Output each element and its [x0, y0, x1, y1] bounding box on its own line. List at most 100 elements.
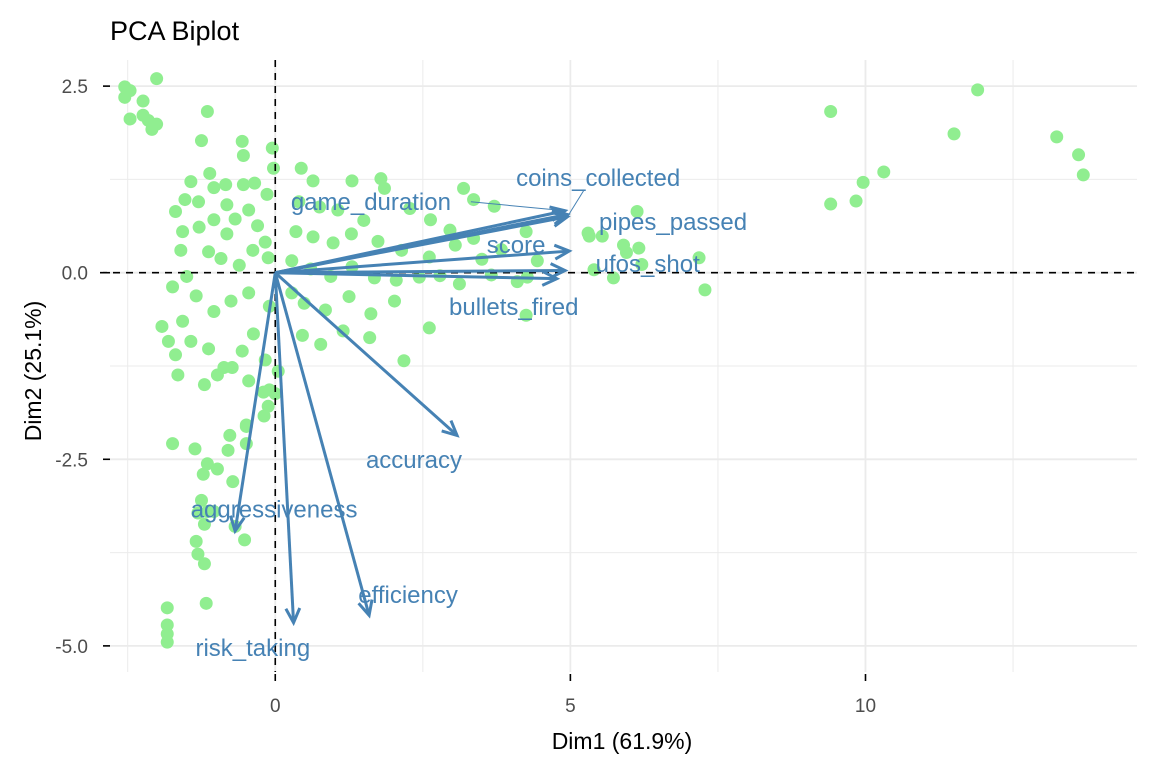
individual-point — [207, 181, 221, 195]
y-tick-label: 0.0 — [62, 264, 88, 285]
arrowhead-aggressiveness — [229, 515, 246, 535]
individual-point — [189, 289, 203, 303]
individual-point — [824, 104, 838, 118]
y-tick-label: -5.0 — [55, 637, 88, 658]
individual-point — [184, 334, 198, 348]
individual-point — [294, 161, 308, 175]
individual-point — [313, 200, 327, 214]
x-axis: 0 5 10 — [270, 674, 876, 717]
individual-point — [423, 213, 437, 227]
variable-arrow-bullets_fired — [275, 271, 557, 281]
individual-point — [261, 399, 275, 413]
individual-point — [242, 374, 256, 388]
variable-arrow-pipes_passed — [274, 213, 568, 275]
individuals-layer — [118, 72, 1090, 649]
individual-point — [214, 252, 228, 266]
arrowhead-pipes_passed — [551, 209, 571, 226]
individual-point — [248, 176, 262, 190]
variable-arrow-score — [275, 249, 570, 275]
variable-label-aggressiveness: aggressiveness — [191, 496, 358, 523]
variable-arrow-accuracy — [274, 271, 459, 437]
individual-point — [619, 246, 633, 260]
individual-point — [207, 213, 221, 227]
label-leader-coins_collected — [567, 189, 585, 217]
individual-point — [184, 175, 198, 189]
variable-arrow-risk_taking — [273, 272, 296, 623]
individual-point — [210, 368, 224, 382]
individual-point — [251, 219, 265, 233]
individual-point — [199, 596, 213, 610]
label-leader-game_duration — [470, 201, 566, 212]
individual-point — [223, 428, 237, 442]
individual-point — [271, 364, 285, 378]
variable-label-ufos_shot: ufos_shot — [596, 251, 700, 278]
variable-arrow-efficiency — [273, 272, 371, 616]
individual-point — [314, 337, 328, 351]
individual-point — [331, 203, 345, 217]
individual-point — [257, 409, 271, 423]
individual-point — [635, 257, 649, 271]
x-tick-label: 0 — [270, 696, 281, 717]
variable-label-accuracy: accuracy — [366, 447, 462, 474]
individual-point — [176, 314, 190, 328]
individual-point — [196, 467, 210, 481]
individual-point — [203, 166, 217, 180]
variable-label-score: score — [487, 232, 546, 259]
individual-point — [220, 198, 234, 212]
individual-point — [236, 178, 250, 192]
individual-point — [285, 254, 299, 268]
individual-point — [226, 475, 240, 489]
individual-point — [448, 238, 462, 252]
individual-point — [169, 205, 183, 219]
individual-point — [1050, 130, 1064, 144]
individual-point — [377, 181, 391, 195]
individual-point — [947, 127, 961, 141]
individual-point — [238, 533, 252, 547]
individual-point — [856, 175, 870, 189]
individual-point — [397, 354, 411, 368]
x-axis-title: Dim1 (61.9%) — [552, 728, 693, 754]
individual-point — [202, 245, 216, 259]
individual-point — [289, 225, 303, 239]
individual-point — [971, 83, 985, 97]
individual-point — [606, 271, 620, 285]
individual-point — [260, 187, 274, 201]
individual-point — [344, 227, 358, 241]
individual-point — [136, 94, 150, 108]
individual-point — [197, 378, 211, 392]
individual-point — [160, 601, 174, 615]
arrowhead-bullets_fired — [541, 270, 561, 287]
individual-point — [169, 348, 183, 362]
individual-point — [877, 165, 891, 179]
individual-point — [306, 174, 320, 188]
individual-point — [180, 269, 194, 283]
individual-point — [342, 290, 356, 304]
individual-point — [123, 112, 137, 126]
individual-point — [268, 387, 282, 401]
variables-layer: coins_collected game_duration pipes_passed… — [191, 165, 747, 662]
individual-point — [246, 243, 260, 257]
individual-point — [595, 229, 609, 243]
y-tick-label: 2.5 — [62, 77, 88, 98]
individual-point — [630, 205, 644, 219]
individual-point — [457, 181, 471, 195]
variable-label-coins_collected: coins_collected — [516, 165, 680, 192]
individual-point — [145, 122, 159, 136]
individual-point — [200, 104, 214, 118]
variable-label-pipes_passed: pipes_passed — [599, 209, 747, 236]
individual-point — [194, 134, 208, 148]
individual-point — [519, 225, 533, 239]
individual-point — [582, 229, 596, 243]
individual-point — [467, 193, 481, 207]
individual-point — [1076, 168, 1090, 182]
individual-point — [191, 547, 205, 561]
individual-point — [698, 283, 712, 297]
individual-point — [246, 327, 260, 341]
individual-point — [242, 286, 256, 300]
individual-point — [161, 334, 175, 348]
individual-point — [207, 505, 221, 519]
individual-point — [166, 437, 180, 451]
individual-point — [194, 493, 208, 507]
individual-point — [207, 305, 221, 319]
individual-point — [519, 308, 533, 322]
